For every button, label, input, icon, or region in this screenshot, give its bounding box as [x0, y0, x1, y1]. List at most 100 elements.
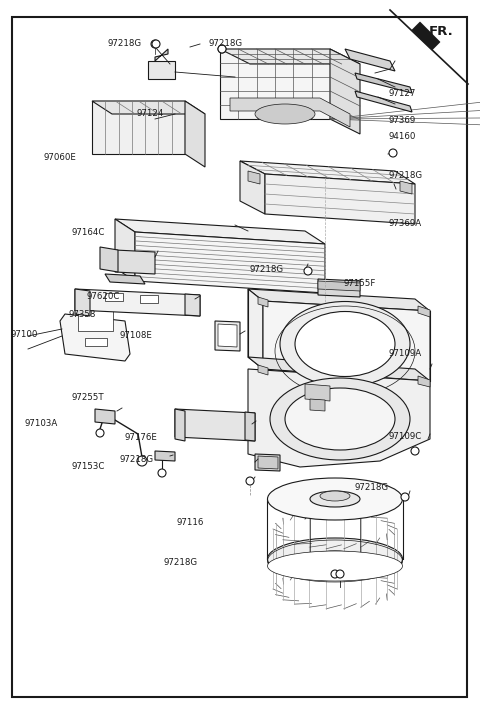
Text: 97103A: 97103A	[25, 420, 58, 428]
Polygon shape	[218, 324, 237, 347]
Text: 97218G: 97218G	[108, 40, 142, 48]
Polygon shape	[100, 247, 118, 272]
Polygon shape	[155, 451, 175, 461]
Polygon shape	[355, 91, 412, 112]
Polygon shape	[75, 289, 90, 316]
Polygon shape	[185, 294, 200, 316]
Polygon shape	[355, 73, 412, 93]
Text: 97108E: 97108E	[119, 331, 152, 340]
Circle shape	[304, 267, 312, 275]
Ellipse shape	[310, 551, 360, 567]
Polygon shape	[135, 232, 325, 293]
Polygon shape	[92, 101, 185, 154]
Bar	[85, 338, 107, 346]
Text: 97116: 97116	[177, 518, 204, 527]
Polygon shape	[105, 274, 145, 284]
Text: 97100: 97100	[11, 330, 38, 339]
Text: 97060E: 97060E	[43, 153, 76, 162]
Ellipse shape	[255, 104, 315, 124]
Circle shape	[152, 40, 160, 48]
Circle shape	[389, 149, 397, 157]
Polygon shape	[175, 409, 185, 441]
Ellipse shape	[320, 491, 350, 501]
Circle shape	[151, 40, 159, 48]
Polygon shape	[240, 161, 415, 184]
Text: 97127: 97127	[389, 89, 416, 98]
Polygon shape	[258, 297, 268, 307]
Polygon shape	[418, 376, 430, 387]
Polygon shape	[418, 306, 430, 317]
Polygon shape	[263, 301, 430, 381]
Text: 97218G: 97218G	[250, 265, 284, 274]
Text: FR.: FR.	[429, 26, 454, 38]
Text: 97218G: 97218G	[389, 172, 423, 180]
Ellipse shape	[285, 388, 395, 450]
Circle shape	[158, 469, 166, 477]
Ellipse shape	[267, 478, 403, 520]
Polygon shape	[175, 409, 255, 441]
Polygon shape	[115, 250, 155, 274]
Text: 97218G: 97218G	[354, 483, 388, 491]
Text: 97369: 97369	[389, 116, 416, 125]
Polygon shape	[258, 456, 278, 469]
Circle shape	[96, 429, 104, 437]
Ellipse shape	[295, 311, 395, 376]
Text: 97218G: 97218G	[163, 558, 197, 566]
Polygon shape	[255, 454, 280, 471]
Text: 97124: 97124	[137, 109, 164, 118]
Bar	[140, 295, 158, 303]
Text: 97164C: 97164C	[71, 228, 105, 237]
Polygon shape	[95, 409, 115, 424]
Circle shape	[331, 570, 339, 578]
Text: 94160: 94160	[389, 132, 416, 140]
Polygon shape	[60, 314, 130, 361]
Ellipse shape	[270, 378, 410, 460]
Bar	[78, 309, 113, 331]
Polygon shape	[220, 49, 330, 119]
Ellipse shape	[267, 538, 403, 580]
Polygon shape	[240, 161, 265, 214]
Circle shape	[401, 493, 409, 501]
Text: 97620C: 97620C	[86, 292, 120, 301]
Ellipse shape	[280, 301, 410, 386]
Polygon shape	[230, 98, 350, 127]
Text: 97176E: 97176E	[125, 433, 157, 442]
Polygon shape	[215, 321, 240, 351]
Polygon shape	[248, 289, 430, 311]
Text: 97218G: 97218G	[119, 455, 153, 464]
Text: 97218G: 97218G	[209, 40, 243, 48]
Text: 97369A: 97369A	[389, 219, 422, 228]
Polygon shape	[185, 101, 205, 167]
Polygon shape	[330, 49, 360, 134]
Circle shape	[137, 456, 147, 466]
Text: 97153C: 97153C	[71, 462, 105, 471]
Text: 97109C: 97109C	[389, 432, 422, 440]
Polygon shape	[248, 289, 263, 369]
Ellipse shape	[267, 551, 403, 581]
Polygon shape	[318, 279, 360, 297]
Polygon shape	[258, 365, 268, 375]
Text: 97358: 97358	[68, 311, 96, 319]
Circle shape	[336, 570, 344, 578]
Polygon shape	[310, 399, 325, 411]
Polygon shape	[248, 171, 260, 184]
Text: 97255T: 97255T	[71, 393, 104, 401]
Text: 97109A: 97109A	[389, 349, 422, 357]
Polygon shape	[75, 289, 200, 316]
Circle shape	[411, 447, 419, 455]
Polygon shape	[400, 181, 412, 194]
Polygon shape	[155, 49, 168, 61]
Polygon shape	[115, 219, 135, 281]
Polygon shape	[92, 101, 205, 114]
Circle shape	[218, 45, 226, 53]
Polygon shape	[220, 49, 360, 64]
Ellipse shape	[310, 491, 360, 507]
Polygon shape	[412, 22, 440, 50]
Circle shape	[246, 477, 254, 485]
Polygon shape	[345, 49, 395, 71]
Circle shape	[218, 45, 226, 53]
Polygon shape	[148, 61, 175, 79]
Polygon shape	[318, 281, 360, 291]
Bar	[105, 293, 123, 301]
Polygon shape	[245, 412, 255, 441]
